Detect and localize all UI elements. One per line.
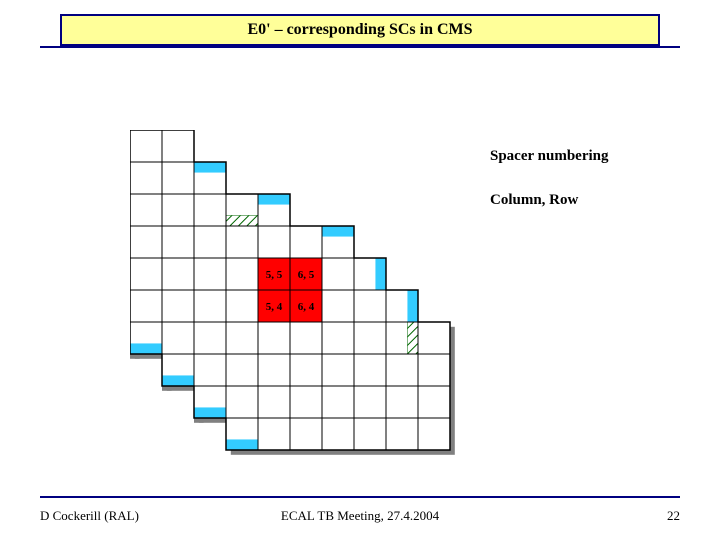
grid-cell-label: 5, 4 bbox=[266, 301, 283, 313]
footer-meeting: ECAL TB Meeting, 27.4.2004 bbox=[0, 508, 720, 524]
page-title: E0' – corresponding SCs in CMS bbox=[247, 21, 472, 39]
footer-rule bbox=[40, 496, 680, 498]
grid-cell-label: 6, 5 bbox=[298, 269, 315, 281]
title-bar: E0' – corresponding SCs in CMS bbox=[60, 14, 660, 46]
title-rule bbox=[40, 46, 680, 48]
footer-page-number: 22 bbox=[667, 508, 680, 524]
grid-cell-label: 6, 4 bbox=[298, 301, 315, 313]
grid-cell-label: 5, 5 bbox=[266, 269, 283, 281]
legend-line-1: Spacer numbering bbox=[490, 148, 608, 165]
spacer-grid-diagram: 5, 5 6, 5 5, 4 6, 4 bbox=[130, 130, 482, 482]
legend-line-2: Column, Row bbox=[490, 192, 578, 209]
